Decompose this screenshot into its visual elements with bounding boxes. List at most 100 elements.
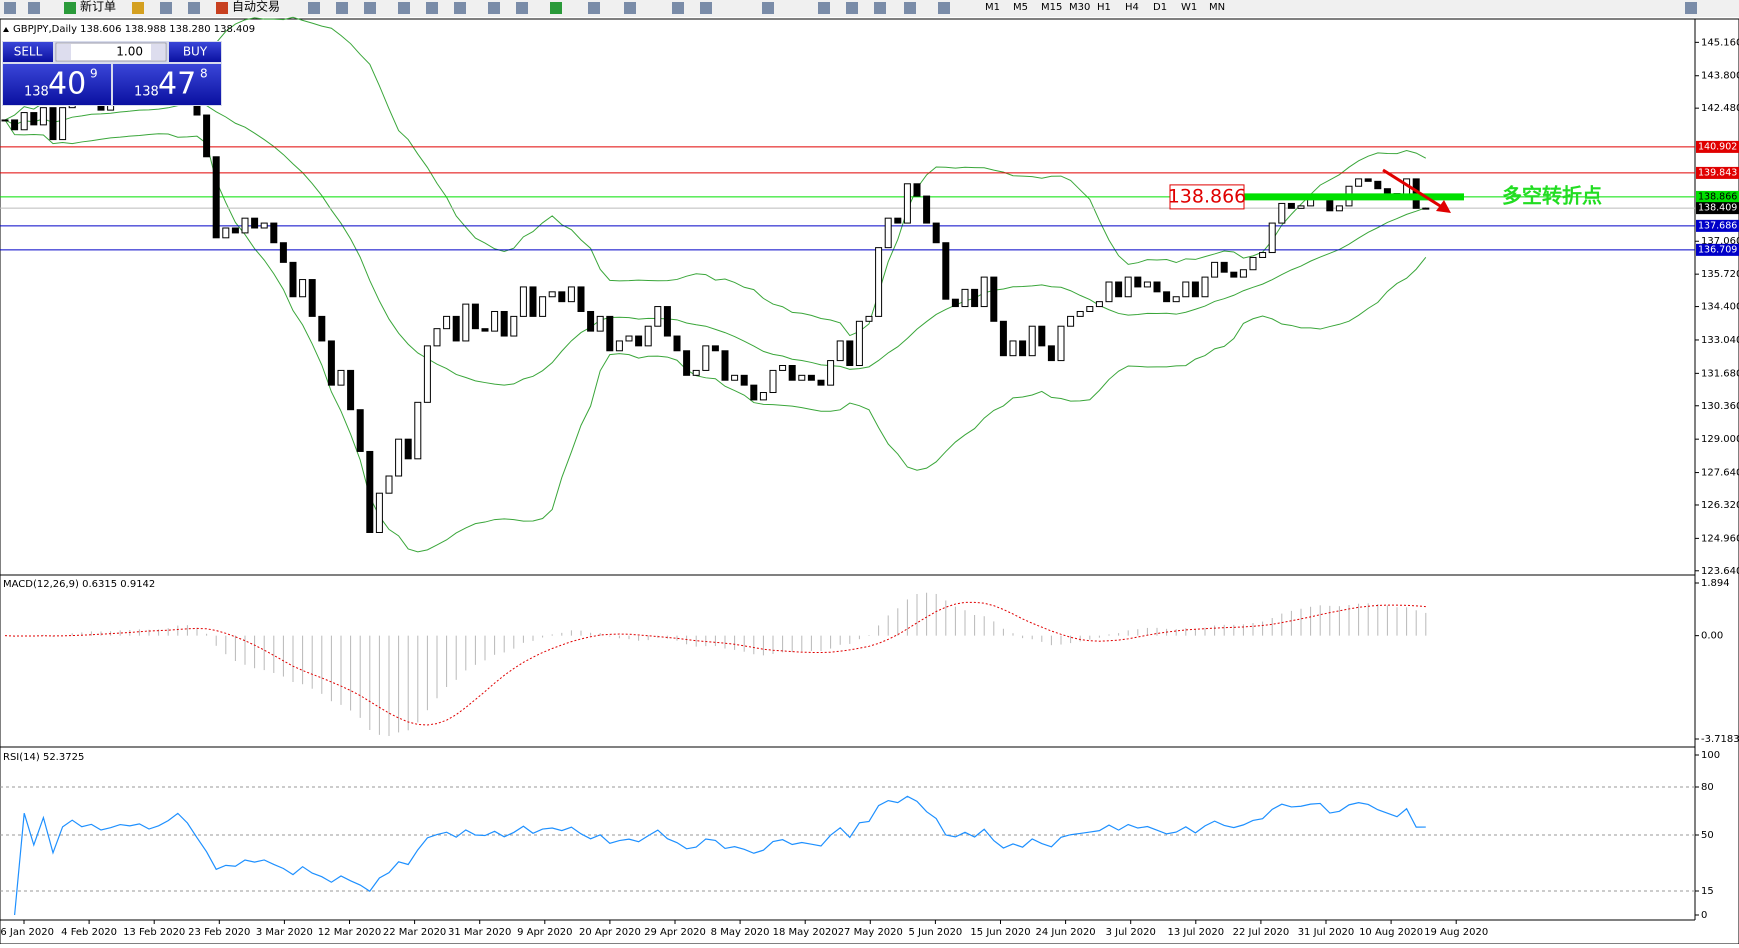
y-tick-label: 0.00 <box>1701 631 1723 642</box>
candle <box>241 217 249 234</box>
icon[interactable] <box>1685 2 1697 14</box>
candle <box>1038 325 1046 347</box>
x-tick-label: 9 Apr 2020 <box>517 927 572 938</box>
icon[interactable] <box>188 2 200 14</box>
candle <box>500 310 508 337</box>
icon[interactable] <box>846 2 858 14</box>
icon[interactable] <box>132 2 144 14</box>
x-tick-label: 27 May 2020 <box>838 927 903 938</box>
buy-button[interactable] <box>169 42 221 62</box>
icon[interactable] <box>588 2 600 14</box>
price-level-tag <box>1696 166 1739 179</box>
y-tick-label: 134.400 <box>1701 302 1739 313</box>
candle <box>1076 310 1084 317</box>
lot-value[interactable]: 1.00 <box>116 45 143 59</box>
timeframe-button[interactable]: W1 <box>1181 2 1197 13</box>
candle <box>1095 301 1103 308</box>
icon[interactable] <box>624 2 636 14</box>
icon[interactable] <box>4 2 16 14</box>
icon[interactable] <box>454 2 466 14</box>
candle <box>1297 205 1305 209</box>
candle <box>59 107 67 141</box>
icon[interactable] <box>28 2 40 14</box>
lot-up[interactable] <box>151 44 165 60</box>
annotation-price: 138.866 <box>1168 185 1247 207</box>
timeframe-button[interactable]: H4 <box>1125 2 1139 13</box>
candle <box>836 340 844 362</box>
candle <box>1105 281 1113 303</box>
icon[interactable] <box>398 2 410 14</box>
candle <box>875 247 883 317</box>
icon[interactable] <box>818 2 830 14</box>
y-tick-label: 127.640 <box>1701 468 1739 479</box>
timeframe-button[interactable]: MN <box>1209 2 1225 13</box>
icon[interactable] <box>762 2 774 14</box>
lot-field[interactable] <box>55 42 167 62</box>
timeframe-button[interactable]: M15 <box>1041 2 1062 13</box>
icon[interactable] <box>488 2 500 14</box>
candle <box>1028 325 1036 357</box>
candle <box>615 340 623 352</box>
sell-button[interactable] <box>3 42 53 62</box>
candle <box>1163 291 1171 303</box>
price-level-tag <box>1696 202 1739 215</box>
trend-arrow <box>1382 168 1446 211</box>
bid-box[interactable] <box>3 64 111 105</box>
timeframe-button[interactable]: M1 <box>985 2 1000 13</box>
price-panel: 145.160 143.800 142.480 137.060 135.720 134.4… <box>0 16 1739 577</box>
candle <box>798 374 806 381</box>
icon[interactable] <box>426 2 438 14</box>
candle <box>577 286 585 312</box>
icon[interactable] <box>160 2 172 14</box>
candle <box>606 315 614 352</box>
candle <box>903 183 911 224</box>
auto-trading-button[interactable]: 自动交易 <box>232 0 280 14</box>
new-order-button[interactable]: 新订单 <box>80 0 116 14</box>
candle <box>884 217 892 249</box>
timeframe-button[interactable]: D1 <box>1153 2 1167 13</box>
y-tick-label: 126.320 <box>1701 500 1739 511</box>
candle <box>980 276 988 308</box>
candle <box>587 310 595 332</box>
icon[interactable] <box>308 2 320 14</box>
sell-label[interactable]: SELL <box>14 45 43 59</box>
icon[interactable] <box>672 2 684 14</box>
candle <box>1287 202 1295 209</box>
annotation-text: 多空转折点 <box>1502 183 1602 207</box>
icon[interactable] <box>904 2 916 14</box>
buy-label[interactable]: BUY <box>183 45 208 59</box>
trade-panel: SELL 1.00 BUY 138 40 9 138 47 8 <box>2 41 222 106</box>
candle <box>932 222 940 244</box>
candle <box>1057 325 1065 362</box>
ask-pip: 8 <box>200 67 208 81</box>
x-tick-label: 22 Jul 2020 <box>1233 927 1290 938</box>
timeframe-button[interactable]: H1 <box>1097 2 1111 13</box>
icon[interactable] <box>516 2 528 14</box>
icon[interactable] <box>700 2 712 14</box>
icon[interactable] <box>874 2 886 14</box>
icon[interactable] <box>64 2 76 14</box>
candle <box>951 298 959 308</box>
icon[interactable] <box>336 2 348 14</box>
price-level-tag <box>1696 219 1739 232</box>
timeframe-button[interactable]: M30 <box>1069 2 1090 13</box>
x-tick-label: 13 Feb 2020 <box>123 927 185 938</box>
candle <box>1230 271 1238 278</box>
y-tick-label: 123.640 <box>1701 566 1739 577</box>
icon[interactable] <box>550 2 562 14</box>
ask-box[interactable] <box>113 64 221 105</box>
candle <box>807 374 815 381</box>
candle <box>1182 281 1190 298</box>
timeframe-button[interactable]: M5 <box>1013 2 1028 13</box>
lot-down[interactable] <box>57 44 71 60</box>
icon[interactable] <box>938 2 950 14</box>
candle <box>1124 276 1132 298</box>
candle <box>625 335 633 342</box>
icon[interactable] <box>364 2 376 14</box>
x-tick-label: 26 Jan 2020 <box>0 927 54 938</box>
candle <box>471 303 479 330</box>
icon[interactable] <box>216 2 228 14</box>
candle <box>433 328 441 347</box>
collapse-icon[interactable] <box>3 27 9 32</box>
